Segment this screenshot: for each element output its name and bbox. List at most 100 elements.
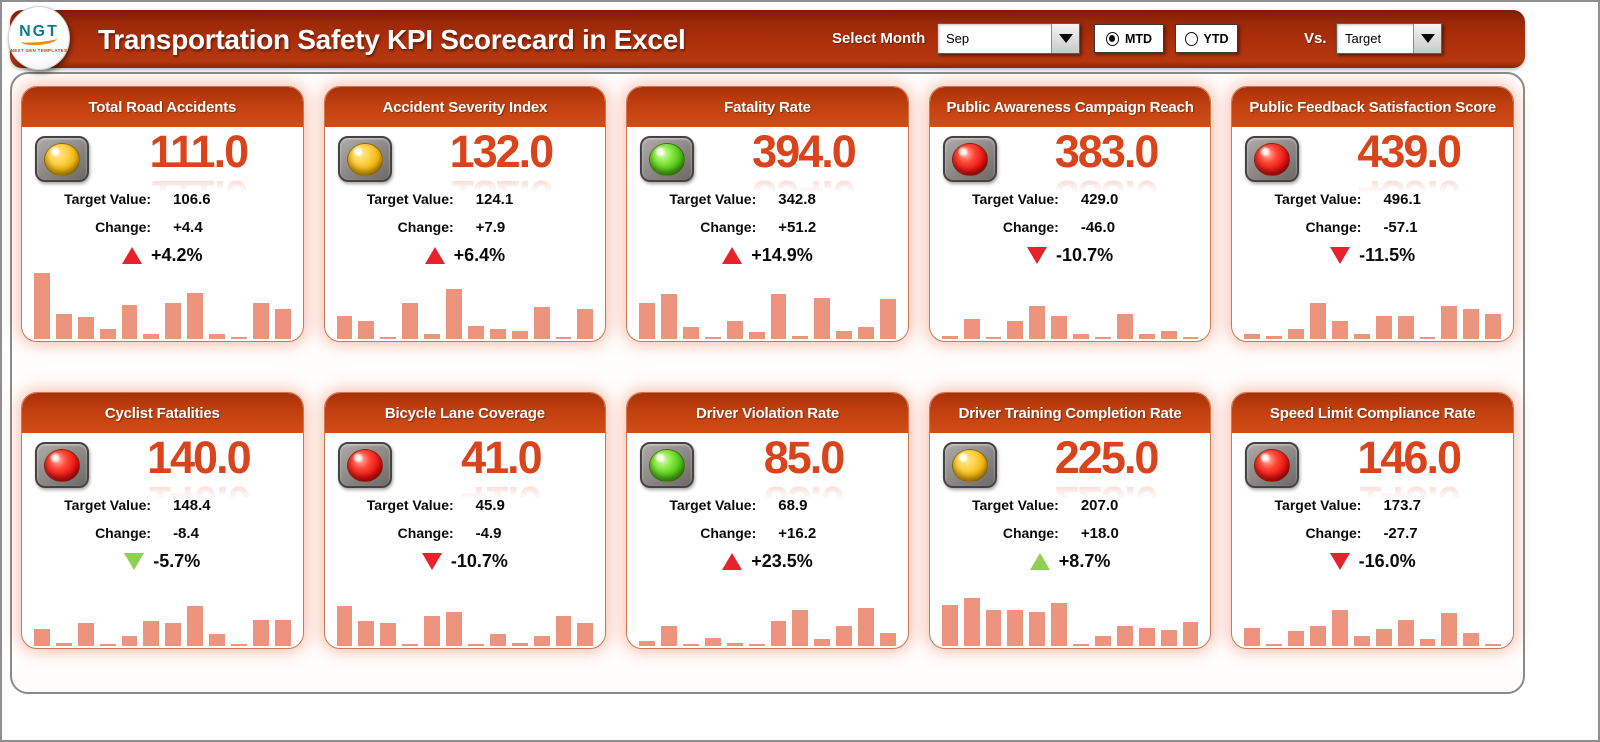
kpi-card-body: 225.0 225.0 Target Value: 207.0 Change: … [930,433,1211,648]
sparkline-bar [489,634,506,646]
sparkline-bar [99,644,116,646]
change-row: Change: -27.7 [1232,525,1513,542]
kpi-card: Bicycle Lane Coverage 41.0 41.0 Target V… [323,392,607,649]
sparkline-bar [231,644,247,646]
sparkline [34,580,291,646]
radio-selected-icon[interactable] [1105,31,1119,46]
traffic-light-indicator [337,442,392,488]
sparkline-bar [402,644,419,646]
change-arrow-icon [1027,246,1048,264]
kpi-value-block: 146.0 146.0 [1310,435,1507,504]
sparkline-bar [963,319,980,339]
target-value-row: Target Value: 207.0 [930,497,1211,514]
sparkline-bar [1419,639,1436,646]
change-row: Change: -57.1 [1232,219,1513,236]
kpi-card: Speed Limit Compliance Rate 146.0 146.0 … [1231,392,1514,649]
percent-change-value: +14.9% [751,244,813,265]
header-bar: NGT NEXT GEN TEMPLATES Transportation Sa… [8,6,1525,70]
kpi-value: 41.0 [461,432,543,483]
kpi-value: 394.0 [752,126,857,177]
sparkline-bar [358,621,375,646]
sparkline-bar [1463,309,1480,339]
kpi-card-title: Bicycle Lane Coverage [324,393,606,433]
sparkline-bar [836,331,853,339]
sparkline-bar [770,294,787,339]
percent-change-value: +4.2% [151,244,203,265]
sparkline-bar [555,616,572,646]
sparkline [639,580,896,646]
kpi-card-body: 146.0 146.0 Target Value: 173.7 Change: … [1232,433,1513,648]
month-dropdown[interactable]: Sep [937,23,1080,54]
sparkline-bar [34,629,50,646]
sparkline-bar [1331,321,1348,339]
sparkline-bar [424,334,441,339]
radio-unselected-icon[interactable] [1184,31,1198,46]
target-value-label: Target Value: [1274,497,1362,513]
traffic-light-indicator [942,136,997,182]
sparkline-bar [1463,633,1480,646]
sparkline-bar [1244,628,1261,646]
sparkline-bar [836,626,853,646]
change-arrow-icon [1029,552,1050,570]
vs-dropdown-value: Target [1345,31,1382,46]
kpi-card-body: 41.0 41.0 Target Value: 45.9 Change: -4.… [325,433,606,648]
sparkline-bar [1353,636,1370,646]
sparkline-bar [424,616,441,646]
sparkline-bar [1051,603,1068,646]
sparkline-bar [792,610,809,646]
sparkline-bar [209,634,226,646]
vs-dropdown-arrow-button[interactable] [1413,24,1441,53]
kpi-card-body: 394.0 394.0 Target Value: 342.8 Change: … [627,127,908,341]
sparkline-bar [1182,622,1199,646]
sparkline-bar [1244,334,1261,339]
sparkline-bar [402,303,419,339]
change-arrow-icon [1329,552,1350,570]
percent-change-row: +14.9% [627,243,908,267]
kpi-value-block: 383.0 383.0 [1008,129,1205,198]
vs-dropdown[interactable]: Target [1336,23,1442,54]
sparkline-bar [985,610,1002,646]
percent-change-value: -11.5% [1359,244,1416,265]
change-row: Change: +51.2 [627,219,908,236]
mtd-radio[interactable]: MTD [1094,24,1164,53]
sparkline-bar [858,327,874,339]
ytd-radio[interactable]: YTD [1175,24,1238,53]
sparkline-bar [1073,644,1090,646]
sparkline-bar [77,317,94,339]
sparkline-bar [814,298,831,339]
page-title: Transportation Safety KPI Scorecard in E… [98,24,686,55]
sparkline-bar [1266,644,1283,646]
change-value: +51.2 [778,219,817,236]
kpi-card-body: 140.0 140.0 Target Value: 148.4 Change: … [22,433,303,648]
sparkline [1244,273,1502,339]
sparkline-bar [577,309,594,339]
target-value: 173.7 [1383,497,1421,514]
kpi-card-body: 383.0 383.0 Target Value: 429.0 Change: … [930,127,1211,341]
percent-change-row: +4.2% [22,243,303,267]
sparkline-bar [55,314,72,339]
sparkline-bar [446,612,462,646]
change-row: Change: +18.0 [930,525,1211,542]
kpi-card: Cyclist Fatalities 140.0 140.0 Target Va… [21,392,304,649]
kpi-card: Fatality Rate 394.0 394.0 Target Value: … [626,86,909,342]
traffic-light-indicator [640,136,695,182]
change-label: Change: [700,525,757,541]
sparkline-bar [34,273,50,339]
percent-change-row: -11.5% [1232,243,1513,267]
mtd-label: MTD [1124,31,1153,46]
kpi-card-title: Cyclist Fatalities [22,393,303,433]
percent-change-row: +23.5% [627,549,908,573]
target-value: 429.0 [1080,191,1119,208]
kpi-value: 111.0 [149,126,249,177]
traffic-light-indicator [640,442,695,488]
month-dropdown-arrow-button[interactable] [1051,24,1079,53]
target-value-label: Target Value: [64,497,152,513]
target-value-row: Target Value: 429.0 [930,191,1211,208]
traffic-light-bulb [44,142,80,176]
sparkline-bar [1375,629,1392,646]
kpi-card: Public Awareness Campaign Reach 383.0 38… [928,86,1212,342]
sparkline-bar [577,623,594,646]
sparkline-bar [252,303,269,339]
target-value-label: Target Value: [64,191,152,207]
sparkline-bar [1138,628,1155,646]
